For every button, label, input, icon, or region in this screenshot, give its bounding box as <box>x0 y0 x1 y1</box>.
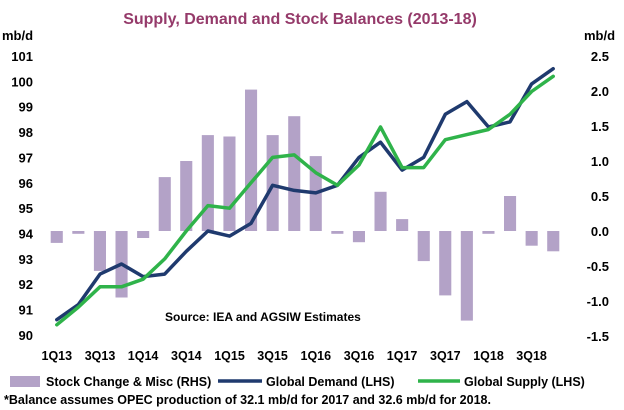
stock-change-bar <box>547 231 560 252</box>
footnote: *Balance assumes OPEC production of 32.1… <box>4 393 491 407</box>
left-axis-tick-label: 91 <box>19 303 33 318</box>
x-axis-tick-label: 3Q18 <box>516 349 547 363</box>
stock-change-bar <box>223 136 236 231</box>
right-axis-tick-label: 1.0 <box>591 154 609 169</box>
stock-change-bar <box>374 191 387 231</box>
left-axis-tick-label: 101 <box>11 49 33 64</box>
legend-swatch-stock-change <box>10 376 40 387</box>
right-axis-tick-label: -1.0 <box>587 294 609 309</box>
stock-change-bar <box>460 231 473 321</box>
right-axis-tick-label: 2.5 <box>591 49 609 64</box>
stock-change-bar <box>482 231 495 234</box>
legend-label-global-supply: Global Supply (LHS) <box>464 375 585 389</box>
stock-change-bar <box>417 231 430 262</box>
left-axis-tick-label: 90 <box>19 328 33 343</box>
stock-change-bar <box>439 231 452 296</box>
stock-change-bar <box>137 231 150 238</box>
left-axis-tick-label: 98 <box>19 125 33 140</box>
x-axis-tick-label: 1Q16 <box>301 349 332 363</box>
left-axis-tick-label: 96 <box>19 176 33 191</box>
left-axis-ticks: 90 91 92 93 94 95 96 97 98 99 100 101 <box>11 49 33 343</box>
stock-change-bar <box>331 231 344 234</box>
x-axis-tick-label: 3Q16 <box>344 349 375 363</box>
left-axis-tick-label: 95 <box>19 201 33 216</box>
chart-title: Supply, Demand and Stock Balances (2013-… <box>123 11 477 28</box>
x-axis-tick-label: 3Q17 <box>430 349 461 363</box>
source-annotation: Source: IEA and AGSIW Estimates <box>165 310 361 324</box>
stock-change-bar <box>158 177 171 231</box>
left-axis-tick-label: 100 <box>11 74 33 89</box>
left-axis-tick-label: 92 <box>19 277 33 292</box>
left-axis-tick-label: 93 <box>19 252 33 267</box>
stock-change-bars <box>50 89 560 321</box>
right-axis-tick-label: 1.5 <box>591 119 609 134</box>
left-axis-tick-label: 94 <box>19 227 34 242</box>
left-axis-tick-label: 97 <box>19 150 33 165</box>
stock-change-bar <box>93 231 106 271</box>
stock-change-bar <box>266 135 279 231</box>
legend-label-stock-change: Stock Change & Misc (RHS) <box>46 375 211 389</box>
stock-change-bar <box>396 219 409 231</box>
right-axis-tick-label: -1.5 <box>587 329 609 344</box>
stock-change-bar <box>180 161 193 231</box>
stock-change-bar <box>245 89 258 231</box>
stock-change-bar <box>72 231 85 234</box>
x-axis-tick-label: 3Q15 <box>257 349 288 363</box>
x-axis-ticks: 1Q13 3Q13 1Q14 3Q14 1Q15 3Q15 1Q16 3Q16 1Q17 3Q17… <box>42 349 547 363</box>
legend-label-global-demand: Global Demand (LHS) <box>266 375 394 389</box>
right-axis-tick-label: 0.0 <box>591 224 609 239</box>
x-axis-tick-label: 1Q18 <box>473 349 504 363</box>
x-axis-tick-label: 1Q15 <box>214 349 245 363</box>
left-axis-tick-label: 99 <box>19 100 33 115</box>
x-axis-tick-label: 1Q17 <box>387 349 418 363</box>
stock-change-bar <box>50 231 63 243</box>
stock-change-bar <box>201 135 214 231</box>
right-axis-tick-label: -0.5 <box>587 259 609 274</box>
legend: Stock Change & Misc (RHS) Global Demand … <box>10 375 585 389</box>
x-axis-tick-label: 1Q13 <box>42 349 73 363</box>
right-axis-tick-label: 0.5 <box>591 189 609 204</box>
x-axis-tick-label: 1Q14 <box>128 349 159 363</box>
x-axis-tick-label: 3Q14 <box>171 349 202 363</box>
right-axis-ticks: -1.5 -1.0 -0.5 0.0 0.5 1.0 1.5 2.0 2.5 <box>587 49 609 344</box>
stock-change-bar <box>352 231 365 243</box>
global-supply-line <box>55 74 555 327</box>
right-axis-tick-label: 2.0 <box>591 84 609 99</box>
stock-change-bar <box>288 116 301 231</box>
x-axis-tick-label: 3Q13 <box>85 349 116 363</box>
stock-change-bar <box>525 231 538 246</box>
right-axis-unit: mb/d <box>584 28 615 43</box>
global-demand-line <box>55 66 555 322</box>
left-axis-unit: mb/d <box>2 28 33 43</box>
stock-change-bar <box>504 196 517 231</box>
line-series <box>55 66 555 327</box>
